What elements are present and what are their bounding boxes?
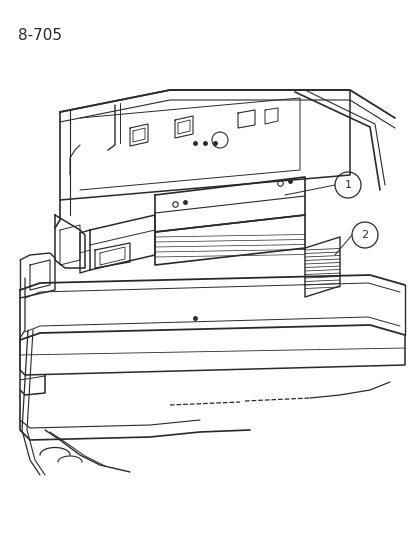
- Text: 1: 1: [344, 180, 351, 190]
- Text: 2: 2: [361, 230, 368, 240]
- Text: 8-705: 8-705: [18, 28, 62, 43]
